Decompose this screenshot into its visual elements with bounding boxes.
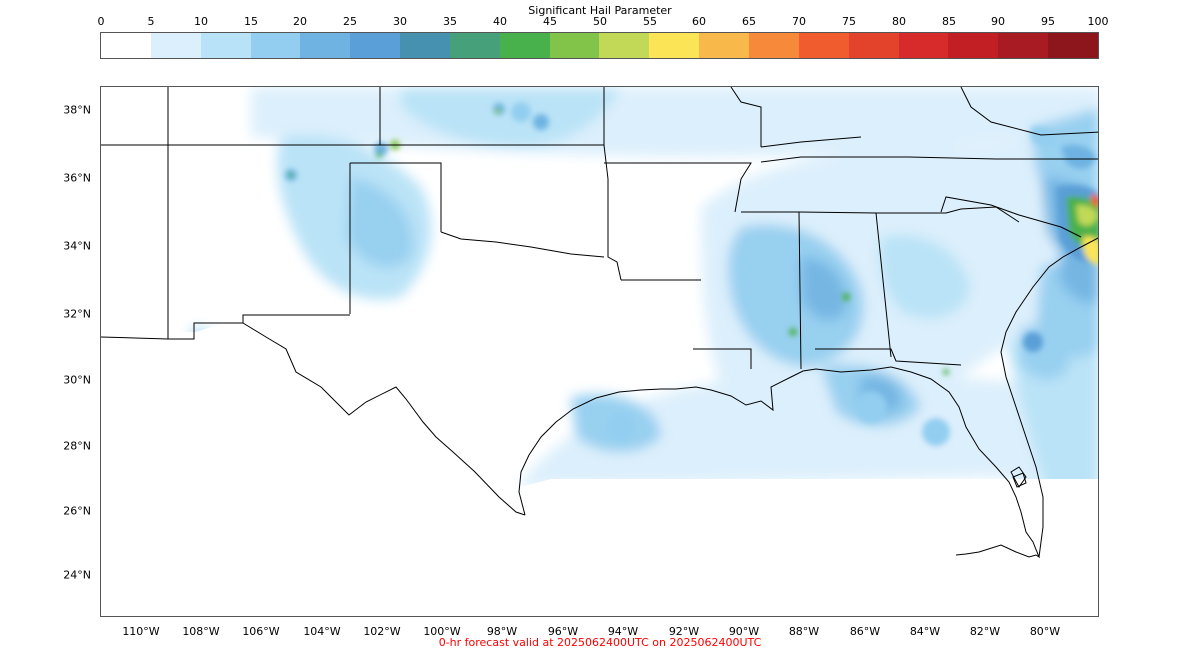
colorbar-segment <box>848 33 899 58</box>
colorbar-segment <box>150 33 201 58</box>
lat-label: 34°N <box>63 239 91 253</box>
colorbar-tick: 95 <box>1041 15 1055 28</box>
colorbar-segment <box>400 33 450 58</box>
colorbar-tick: 85 <box>942 15 956 28</box>
colorbar-segment <box>350 33 401 58</box>
colorbar-segment <box>798 33 849 58</box>
hail-shading-layer <box>189 87 1098 492</box>
colorbar-segment <box>200 33 251 58</box>
colorbar-tick: 20 <box>293 15 307 28</box>
colorbar-segment <box>499 33 550 58</box>
lon-label: 84°W <box>909 625 941 638</box>
colorbar-tick: 35 <box>443 15 457 28</box>
lat-label: 24°N <box>63 568 91 582</box>
colorbar-tick: 60 <box>692 15 706 28</box>
colorbar-segment <box>898 33 949 58</box>
lat-label: 30°N <box>63 373 91 387</box>
colorbar-tick: 55 <box>643 15 657 28</box>
colorbar-tick: 90 <box>991 15 1005 28</box>
lon-label: 100°W <box>423 625 461 638</box>
lon-label: 106°W <box>242 625 280 638</box>
lon-label: 86°W <box>849 625 881 638</box>
colorbar-tick: 40 <box>493 15 507 28</box>
lon-label: 98°W <box>486 625 518 638</box>
lon-label: 92°W <box>668 625 700 638</box>
lat-label: 26°N <box>63 504 91 518</box>
colorbar-segment <box>250 33 301 58</box>
colorbar-segment <box>599 33 650 58</box>
colorbar-segment <box>948 33 999 58</box>
colorbar-segment <box>649 33 700 58</box>
colorbar-segment <box>101 33 151 58</box>
colorbar-tick: 80 <box>892 15 906 28</box>
colorbar-segment <box>549 33 600 58</box>
lon-label: 94°W <box>607 625 639 638</box>
colorbar-tick: 0 <box>97 15 105 28</box>
colorbar-segment <box>300 33 351 58</box>
lon-label: 96°W <box>547 625 579 638</box>
colorbar-segment <box>1048 33 1098 58</box>
lon-label: 102°W <box>363 625 401 638</box>
colorbar-segment <box>998 33 1049 58</box>
colorbar-tick: 70 <box>792 15 806 28</box>
lat-label: 32°N <box>63 307 91 321</box>
lat-label: 36°N <box>63 171 91 185</box>
colorbar-tick: 45 <box>543 15 557 28</box>
forecast-valid-caption: 0-hr forecast valid at 2025062400UTC on … <box>438 636 762 649</box>
colorbar-tick: 25 <box>343 15 357 28</box>
lat-label: 38°N <box>63 103 91 117</box>
colorbar-title: Significant Hail Parameter <box>528 4 672 17</box>
lon-label: 104°W <box>303 625 341 638</box>
colorbar-segment <box>699 33 749 58</box>
colorbar-tick: 15 <box>244 15 258 28</box>
colorbar-tick: 100 <box>1087 15 1109 28</box>
colorbar-tick: 75 <box>842 15 856 28</box>
colorbar-tick: 50 <box>593 15 607 28</box>
colorbar-tick: 5 <box>147 15 155 28</box>
colorbar-tick: 65 <box>742 15 756 28</box>
lon-label: 82°W <box>969 625 1001 638</box>
lat-label: 28°N <box>63 439 91 453</box>
lon-label: 88°W <box>788 625 820 638</box>
lon-label: 80°W <box>1029 625 1061 638</box>
lon-label: 108°W <box>182 625 220 638</box>
boundary-lines <box>101 87 1098 559</box>
colorbar-segment <box>748 33 799 58</box>
map-svg <box>101 87 1098 616</box>
colorbar-tick: 30 <box>393 15 407 28</box>
blank-region-mask <box>101 317 1098 616</box>
colorbar-tick: 10 <box>194 15 208 28</box>
lon-label: 110°W <box>122 625 160 638</box>
map-panel[interactable] <box>100 86 1099 617</box>
colorbar-segment <box>449 33 500 58</box>
lon-label: 90°W <box>728 625 760 638</box>
colorbar <box>100 32 1099 59</box>
